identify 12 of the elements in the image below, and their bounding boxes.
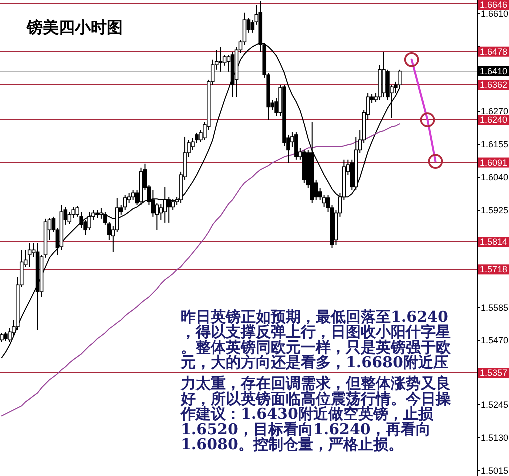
y-tick-label: 1.5015 — [481, 466, 509, 476]
y-tick-label: 1.5470 — [481, 336, 509, 346]
y-tick-label: 1.6610 — [481, 9, 509, 20]
y-tick-label: 1.6040 — [481, 172, 509, 182]
annotation: 1.6080。控制仓量，严格止损。 — [181, 436, 404, 454]
title: 镑美四小时图 — [27, 18, 123, 37]
y-tick-label: 1.5130 — [481, 433, 509, 444]
y-tick-label: 1.5925 — [481, 205, 509, 216]
y-tick-label: 1.6155 — [481, 139, 509, 150]
y-tick-label: 1.6270 — [481, 106, 509, 116]
y-tick-label: 1.5245 — [481, 400, 509, 410]
y-tick-label: 1.5585 — [481, 302, 509, 313]
